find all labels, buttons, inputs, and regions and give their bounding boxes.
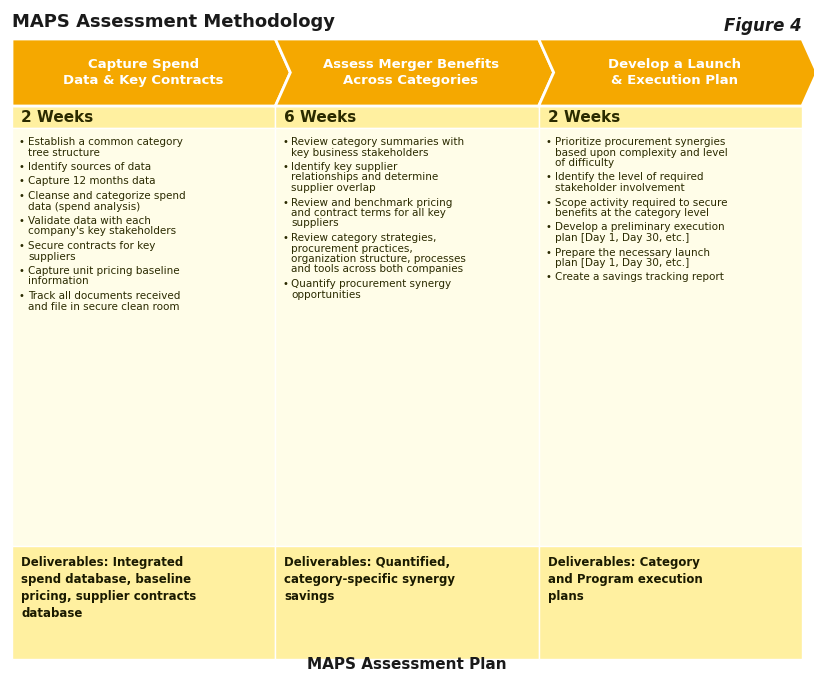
Text: Capture Spend
Data & Key Contracts: Capture Spend Data & Key Contracts (63, 57, 224, 88)
Text: stakeholder involvement: stakeholder involvement (554, 183, 685, 193)
Text: based upon complexity and level: based upon complexity and level (554, 148, 728, 157)
Bar (539, 106, 802, 128)
Text: •: • (282, 233, 288, 243)
Text: •: • (19, 191, 25, 201)
Text: Develop a preliminary execution: Develop a preliminary execution (554, 222, 724, 233)
Text: Prepare the necessary launch: Prepare the necessary launch (554, 248, 710, 257)
Text: •: • (19, 162, 25, 172)
Text: Deliverables: Quantified,
category-specific synergy
savings: Deliverables: Quantified, category-speci… (284, 556, 455, 603)
Text: Assess Merger Benefits
Across Categories: Assess Merger Benefits Across Categories (322, 57, 499, 88)
Polygon shape (275, 39, 554, 106)
Text: •: • (282, 198, 288, 207)
Bar (12, 546, 275, 659)
Text: •: • (545, 248, 552, 257)
Text: Identify sources of data: Identify sources of data (28, 162, 151, 172)
Bar (275, 546, 539, 659)
Text: key business stakeholders: key business stakeholders (291, 148, 429, 157)
Text: relationships and determine: relationships and determine (291, 172, 439, 183)
Text: data (spend analysis): data (spend analysis) (28, 202, 140, 211)
Text: Cleanse and categorize spend: Cleanse and categorize spend (28, 191, 186, 201)
Text: information: information (28, 276, 89, 287)
Text: •: • (545, 198, 552, 207)
Text: 2 Weeks: 2 Weeks (548, 109, 620, 124)
Text: Secure contracts for key: Secure contracts for key (28, 241, 155, 251)
Text: •: • (282, 162, 288, 172)
Text: •: • (545, 137, 552, 147)
Bar (275, 106, 539, 128)
Text: Figure 4: Figure 4 (724, 17, 802, 35)
Text: organization structure, processes: organization structure, processes (291, 254, 466, 264)
Text: Deliverables: Integrated
spend database, baseline
pricing, supplier contracts
da: Deliverables: Integrated spend database,… (21, 556, 196, 620)
Text: plan [Day 1, Day 30, etc.]: plan [Day 1, Day 30, etc.] (554, 233, 689, 243)
Text: Capture 12 months data: Capture 12 months data (28, 176, 155, 187)
Text: Track all documents received: Track all documents received (28, 291, 181, 301)
Bar (12, 128, 275, 546)
Bar (275, 128, 539, 546)
Text: Create a savings tracking report: Create a savings tracking report (554, 272, 724, 282)
Text: procurement practices,: procurement practices, (291, 244, 413, 254)
Text: suppliers: suppliers (291, 218, 339, 228)
Polygon shape (12, 39, 291, 106)
Text: Prioritize procurement synergies: Prioritize procurement synergies (554, 137, 725, 147)
Text: Identify the level of required: Identify the level of required (554, 172, 703, 183)
Text: •: • (545, 172, 552, 183)
Text: Establish a common category: Establish a common category (28, 137, 183, 147)
Text: •: • (545, 272, 552, 282)
Text: of difficulty: of difficulty (554, 158, 614, 168)
Text: Deliverables: Category
and Program execution
plans: Deliverables: Category and Program execu… (548, 556, 702, 603)
Text: Review category strategies,: Review category strategies, (291, 233, 436, 243)
Text: suppliers: suppliers (28, 252, 76, 261)
Text: Validate data with each: Validate data with each (28, 216, 151, 226)
Text: •: • (19, 176, 25, 187)
Text: Scope activity required to secure: Scope activity required to secure (554, 198, 727, 207)
Text: •: • (19, 137, 25, 147)
Text: Capture unit pricing baseline: Capture unit pricing baseline (28, 266, 180, 276)
Text: company's key stakeholders: company's key stakeholders (28, 226, 176, 237)
Text: •: • (19, 241, 25, 251)
Text: and file in secure clean room: and file in secure clean room (28, 302, 180, 311)
Text: tree structure: tree structure (28, 148, 100, 157)
Polygon shape (539, 39, 814, 106)
Text: MAPS Assessment Plan: MAPS Assessment Plan (307, 657, 507, 672)
Text: •: • (19, 216, 25, 226)
Text: benefits at the category level: benefits at the category level (554, 208, 709, 218)
Text: Review category summaries with: Review category summaries with (291, 137, 465, 147)
Text: •: • (282, 279, 288, 289)
Text: plan [Day 1, Day 30, etc.]: plan [Day 1, Day 30, etc.] (554, 258, 689, 268)
Text: MAPS Assessment Methodology: MAPS Assessment Methodology (12, 13, 335, 31)
Bar (539, 546, 802, 659)
Text: •: • (545, 222, 552, 233)
Text: 6 Weeks: 6 Weeks (284, 109, 357, 124)
Text: •: • (19, 266, 25, 276)
Text: and tools across both companies: and tools across both companies (291, 265, 463, 274)
Text: and contract terms for all key: and contract terms for all key (291, 208, 446, 218)
Text: Quantify procurement synergy: Quantify procurement synergy (291, 279, 452, 289)
Text: •: • (19, 291, 25, 301)
Bar (539, 128, 802, 546)
Bar (12, 106, 275, 128)
Text: 2 Weeks: 2 Weeks (21, 109, 94, 124)
Text: •: • (282, 137, 288, 147)
Text: Develop a Launch
& Execution Plan: Develop a Launch & Execution Plan (607, 57, 741, 88)
Text: Review and benchmark pricing: Review and benchmark pricing (291, 198, 453, 207)
Text: opportunities: opportunities (291, 289, 361, 300)
Text: supplier overlap: supplier overlap (291, 183, 376, 193)
Text: Identify key supplier: Identify key supplier (291, 162, 398, 172)
